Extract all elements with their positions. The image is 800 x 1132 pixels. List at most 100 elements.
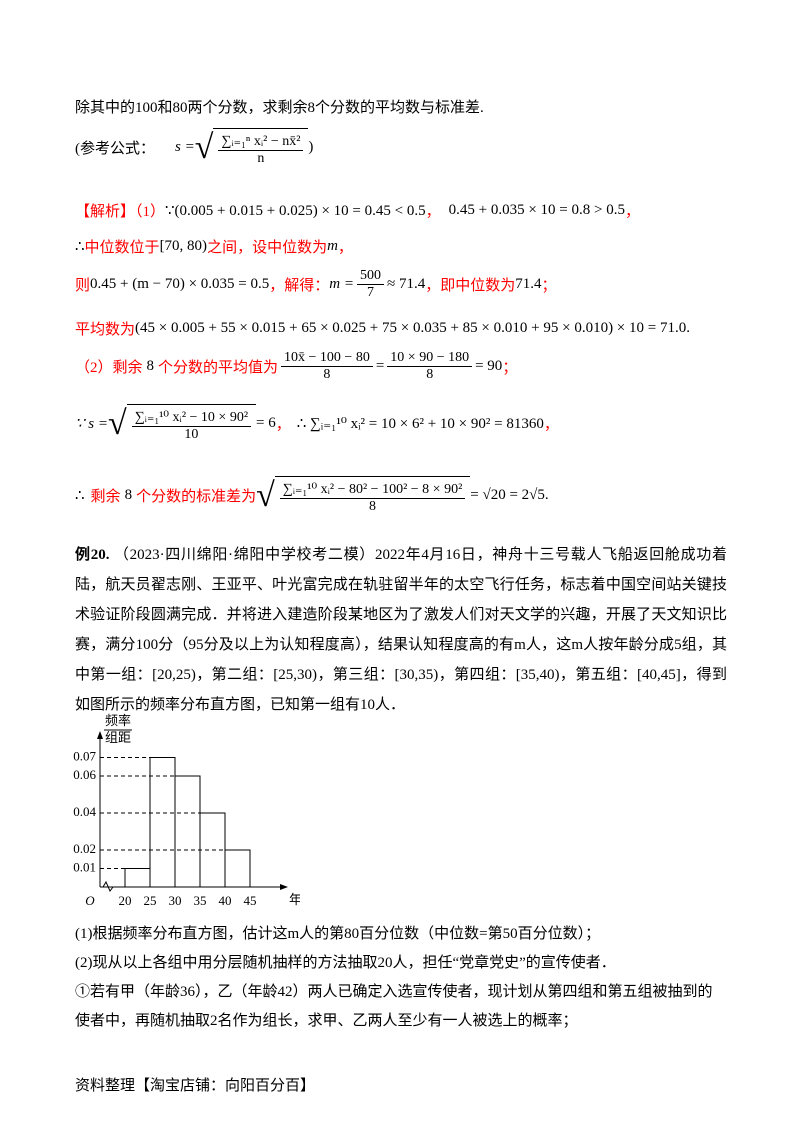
numerator: 500 <box>357 268 384 285</box>
text: 除其中的100和80两个分数，求剩余8个分数的平均数与标准差. <box>75 100 484 116</box>
text: 中位数位于 <box>84 240 160 256</box>
x-tick-label: 25 <box>144 893 157 908</box>
x-tick-label: 20 <box>119 893 132 908</box>
text: ∴ <box>75 239 85 255</box>
x-label: 年龄/岁 <box>289 892 300 907</box>
line: 除其中的100和80两个分数，求剩余8个分数的平均数与标准差. <box>75 96 484 117</box>
denominator: 7 <box>367 285 374 300</box>
formula: 8 <box>124 487 133 503</box>
y-tick-label: 0.04 <box>73 804 96 819</box>
text: 之间，设中位数为 <box>207 240 328 256</box>
histogram: 频率组距年龄/岁 O 20 25 30 35 40 45 0.01 0.02 0.04 0.06 0.0… <box>73 713 300 908</box>
formula: = 6 <box>256 415 276 431</box>
formula: s = <box>175 139 195 155</box>
fraction: ∑ᵢ₌₁ⁿ xᵢ² − nx̄² n <box>218 133 304 167</box>
bar <box>124 868 151 888</box>
line: 则 0.45 + (m − 70) × 0.035 = 0.5 ，解得： m =… <box>75 268 557 301</box>
formula: 0.45 + (m − 70) × 0.035 = 0.5 <box>90 276 270 292</box>
text: 剩余 <box>90 489 121 505</box>
text: ， <box>337 240 353 256</box>
formula: (45 × 0.005 + 55 × 0.015 + 65 × 0.025 + … <box>135 320 687 336</box>
formula: = <box>375 358 385 374</box>
numerator: 10x̄ − 100 − 80 <box>281 350 373 367</box>
bar <box>149 757 176 888</box>
y-arrow <box>97 731 103 739</box>
formula: 8 <box>146 358 155 374</box>
text: ∴ <box>75 488 85 504</box>
line: ∵ s = √ ∑ᵢ₌₁¹⁰ xᵢ² − 10 × 90² 10 = 6 ， ∴ ∑… <box>75 404 559 443</box>
y-tick-label: 0.06 <box>73 767 96 782</box>
example-text: （2023·四川绵阳·绵阳中学校考二模）2022年4月16日，神舟十三号载人飞船… <box>75 547 728 713</box>
formula: m = <box>329 276 354 292</box>
text: 则 <box>75 278 91 294</box>
x-tick-label: 30 <box>169 893 182 908</box>
text: 【解析】（1） <box>75 204 166 220</box>
numerator: 10 × 90 − 180 <box>387 350 473 367</box>
denominator: 8 <box>369 499 376 514</box>
text: ， <box>275 417 291 433</box>
text: ， <box>425 204 441 220</box>
formula: 0.45 + 0.035 × 10 = 0.8 > 0.5 <box>448 202 625 218</box>
line: 【解析】（1） ∵(0.005 + 0.015 + 0.025) × 10 = … <box>75 200 640 221</box>
text: ，解得： <box>269 278 330 294</box>
text: （2）剩余 <box>75 360 143 376</box>
fraction: 500 7 <box>357 268 384 301</box>
line: （2）剩余 8 个分数的平均值为 10x̄ − 100 − 80 8 = 10 ×… <box>75 350 517 383</box>
line: ∴ 剩余 8 个分数的标准差为 √ ∑ᵢ₌₁¹⁰ xᵢ² − 80² − 100²… <box>75 476 549 515</box>
text: 平均数为 <box>75 322 136 338</box>
x-tick-label: 40 <box>219 893 232 908</box>
text: ，即中位数为 <box>425 278 516 294</box>
text: (参考公式： <box>75 141 155 157</box>
question: ①若有甲（年龄36），乙（年龄42）两人已确定入选宣传使者，现计划从第四组和第五… <box>75 984 713 1029</box>
text: . <box>544 487 549 503</box>
numerator: ∑ᵢ₌₁ⁿ xᵢ² − nx̄² <box>218 133 304 151</box>
x-tick-label: 35 <box>194 893 207 908</box>
text: ， <box>543 417 559 433</box>
numerator: ∑ᵢ₌₁¹⁰ xᵢ² − 10 × 90² <box>131 409 252 427</box>
denominator: 8 <box>323 367 331 382</box>
fraction: ∑ᵢ₌₁¹⁰ xᵢ² − 80² − 100² − 8 × 90² 8 <box>279 481 466 515</box>
formula: 71.4 <box>515 276 542 292</box>
bar <box>174 775 201 888</box>
fraction: 10x̄ − 100 − 80 8 <box>281 350 373 383</box>
text: ； <box>541 278 557 294</box>
footer: 资料整理【淘宝店铺：向阳百分百】 <box>75 1078 316 1094</box>
text: ； <box>502 360 518 376</box>
text: . <box>686 320 690 336</box>
formula: ∴ ∑ᵢ₌₁¹⁰ xᵢ² = 10 × 6² + 10 × 90² = 8136… <box>296 416 544 432</box>
formula: ∵(0.005 + 0.015 + 0.025) × 10 = 0.45 < 0… <box>165 203 426 219</box>
formula: ≈ 71.4 <box>387 276 426 292</box>
line: 平均数为 (45 × 0.005 + 55 × 0.015 + 65 × 0.0… <box>75 318 690 339</box>
fraction: 10 × 90 − 180 8 <box>387 350 473 383</box>
formula: m <box>327 238 338 254</box>
text: 个分数的平均值为 <box>158 360 279 376</box>
text: ) <box>308 139 314 155</box>
origin-label: O <box>85 893 95 908</box>
y-tick-label: 0.01 <box>73 859 96 874</box>
example-label: 例20. <box>75 547 110 563</box>
formula: = √20 = 2√5 <box>470 487 545 503</box>
formula: ∵ s = <box>75 416 109 432</box>
line: ∴ 中位数位于 [70, 80) 之间，设中位数为 m ， <box>75 236 353 257</box>
denominator: n <box>257 151 265 166</box>
bar <box>224 849 251 888</box>
example: 例20. （2023·四川绵阳·绵阳中学校考二模）2022年4月16日，神舟十三… <box>75 540 727 720</box>
y-tick-label: 0.02 <box>73 841 96 856</box>
x-arrow <box>280 884 288 890</box>
numerator: ∑ᵢ₌₁¹⁰ xᵢ² − 80² − 100² − 8 × 90² <box>279 481 466 499</box>
text: ， <box>624 204 640 220</box>
formula: = 90 <box>475 358 503 374</box>
denominator: 8 <box>426 367 434 382</box>
line: (参考公式： s = √ ∑ᵢ₌₁ⁿ xᵢ² − nx̄² n ) <box>75 128 314 167</box>
y-tick-label: 0.07 <box>73 748 96 763</box>
fraction: ∑ᵢ₌₁¹⁰ xᵢ² − 10 × 90² 10 <box>131 409 252 443</box>
x-tick-label: 45 <box>244 893 257 908</box>
y-label: 组距 <box>105 730 131 745</box>
question: (2)现从以上各组中用分层随机抽样的方法抽取20人，担任“党章党史”的宣传使者． <box>75 955 616 971</box>
y-label: 频率 <box>105 713 131 728</box>
axis-break <box>102 880 114 892</box>
question: (1)根据频率分布直方图，估计这m人的第80百分位数（中位数=第50百分位数）； <box>75 926 601 942</box>
denominator: 10 <box>184 427 199 442</box>
text: 个分数的标准差为 <box>136 489 257 505</box>
